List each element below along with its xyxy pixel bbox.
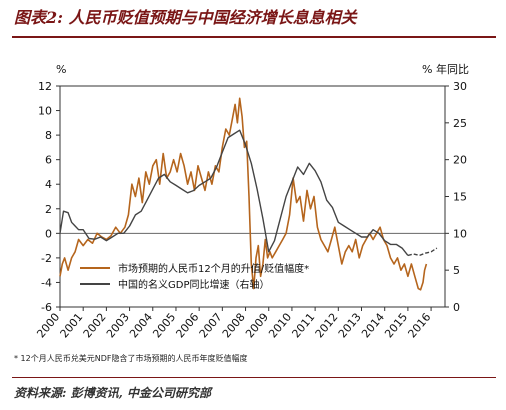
- right-tick-label: 25: [453, 117, 467, 130]
- right-tick-label: 20: [453, 154, 467, 167]
- right-axis-unit: % 年同比: [422, 62, 469, 76]
- left-tick-label: 4: [45, 178, 52, 191]
- x-tick-label: 2002: [81, 311, 109, 341]
- x-tick-label: 2011: [289, 311, 317, 341]
- x-tick-label: 2007: [197, 311, 225, 341]
- left-tick-label: 12: [38, 80, 52, 93]
- x-tick-label: 2016: [405, 311, 433, 341]
- x-tick-label: 2001: [58, 311, 86, 341]
- left-tick-label: 6: [45, 154, 52, 167]
- legend-label: 市场预期的人民币12个月的升值/贬值幅度*: [118, 262, 309, 275]
- source-divider: [12, 377, 496, 378]
- title-divider: [12, 36, 496, 38]
- x-tick-label: 2004: [127, 311, 155, 341]
- right-tick-label: 10: [453, 227, 467, 240]
- x-tick-label: 2000: [34, 311, 62, 341]
- x-tick-label: 2010: [266, 311, 294, 341]
- chart-svg: -6-4-20246810120510152025302000200120022…: [34, 62, 469, 340]
- left-tick-label: 8: [45, 129, 52, 142]
- x-tick-label: 2008: [220, 311, 248, 341]
- x-tick-label: 2013: [336, 311, 364, 341]
- right-tick-label: 5: [453, 264, 460, 277]
- left-tick-label: 10: [38, 105, 52, 118]
- x-tick-label: 2014: [359, 311, 387, 341]
- chart-legend: 市场预期的人民币12个月的升值/贬值幅度* 中国的名义GDP同比增速（右轴）: [80, 262, 309, 291]
- right-tick-label: 0: [453, 301, 460, 314]
- source-line: 资料来源: 彭博资讯, 中金公司研究部: [14, 386, 211, 400]
- chart-footnote: * 12个月人民币兑美元NDF隐含了市场预期的人民币年度贬值幅度: [14, 354, 248, 363]
- rmb-expectation-line: [59, 97, 428, 291]
- x-tick-label: 2005: [150, 311, 178, 341]
- right-tick-label: 15: [453, 191, 467, 204]
- chart-title: 图表2: 人民币贬值预期与中国经济增长息息相关: [14, 8, 357, 27]
- x-tick-label: 2012: [313, 311, 341, 341]
- gdp-forecast-line: [407, 247, 438, 257]
- gdp-growth-line: [59, 129, 409, 256]
- left-tick-label: 0: [45, 227, 52, 240]
- x-tick-label: 2009: [243, 311, 271, 341]
- chart-lines: [59, 97, 438, 291]
- x-tick-label: 2015: [382, 311, 410, 341]
- left-tick-label: -6: [41, 301, 52, 314]
- left-tick-label: -2: [41, 252, 52, 265]
- left-tick-label: 2: [45, 203, 52, 216]
- chart-ticks: -6-4-20246810120510152025302000200120022…: [34, 62, 469, 340]
- x-tick-label: 2003: [104, 311, 132, 341]
- left-tick-label: -4: [41, 276, 52, 289]
- legend-label: 中国的名义GDP同比增速（右轴）: [118, 278, 269, 291]
- x-tick-label: 2006: [173, 311, 201, 341]
- left-axis-unit: %: [56, 63, 66, 76]
- right-tick-label: 30: [453, 80, 467, 93]
